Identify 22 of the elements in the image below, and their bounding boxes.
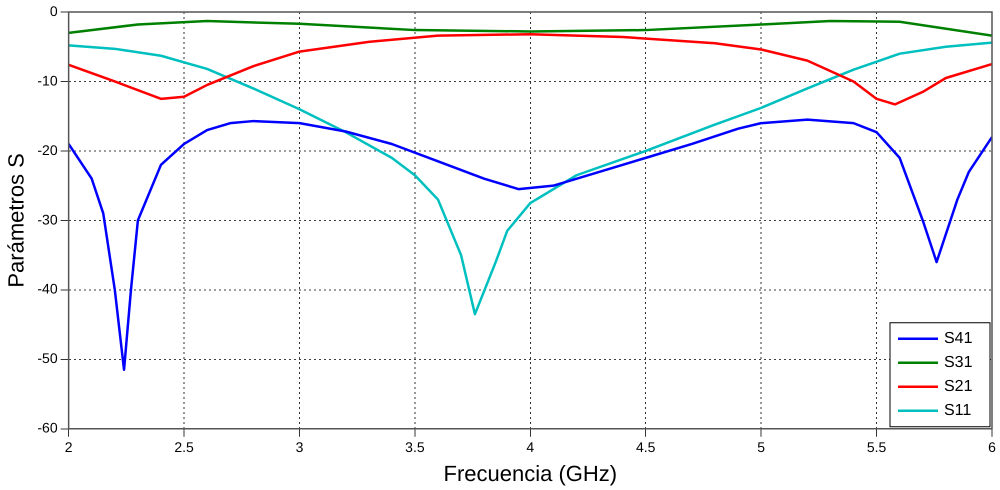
legend-label: S31 [944,354,973,372]
legend-label: S21 [944,378,973,396]
legend-label: S41 [944,330,973,348]
x-axis-title: Frecuencia (GHz) [444,460,618,486]
legend-label: S11 [944,402,972,420]
x-tick-label: 3.5 [405,439,425,456]
y-tick-label: -60 [37,420,58,436]
y-axis-title: Parámetros S [3,153,28,288]
x-tick-label: 2.5 [174,439,194,456]
y-tick-label: -40 [37,280,58,297]
x-tick-label: 4 [526,439,534,456]
x-tick-label: 2 [64,439,73,456]
y-tick-label: 0 [50,2,58,19]
y-tick-label: -10 [37,72,58,88]
x-tick-label: 6 [988,439,996,456]
y-tick-label: -30 [37,211,58,228]
y-tick-label: -20 [37,142,58,158]
y-tick-label: -50 [37,350,58,366]
x-tick-label: 4.5 [636,439,656,456]
x-tick-label: 5 [757,439,766,456]
x-tick-label: 5.5 [866,439,887,456]
x-tick-label: 3 [296,439,304,456]
